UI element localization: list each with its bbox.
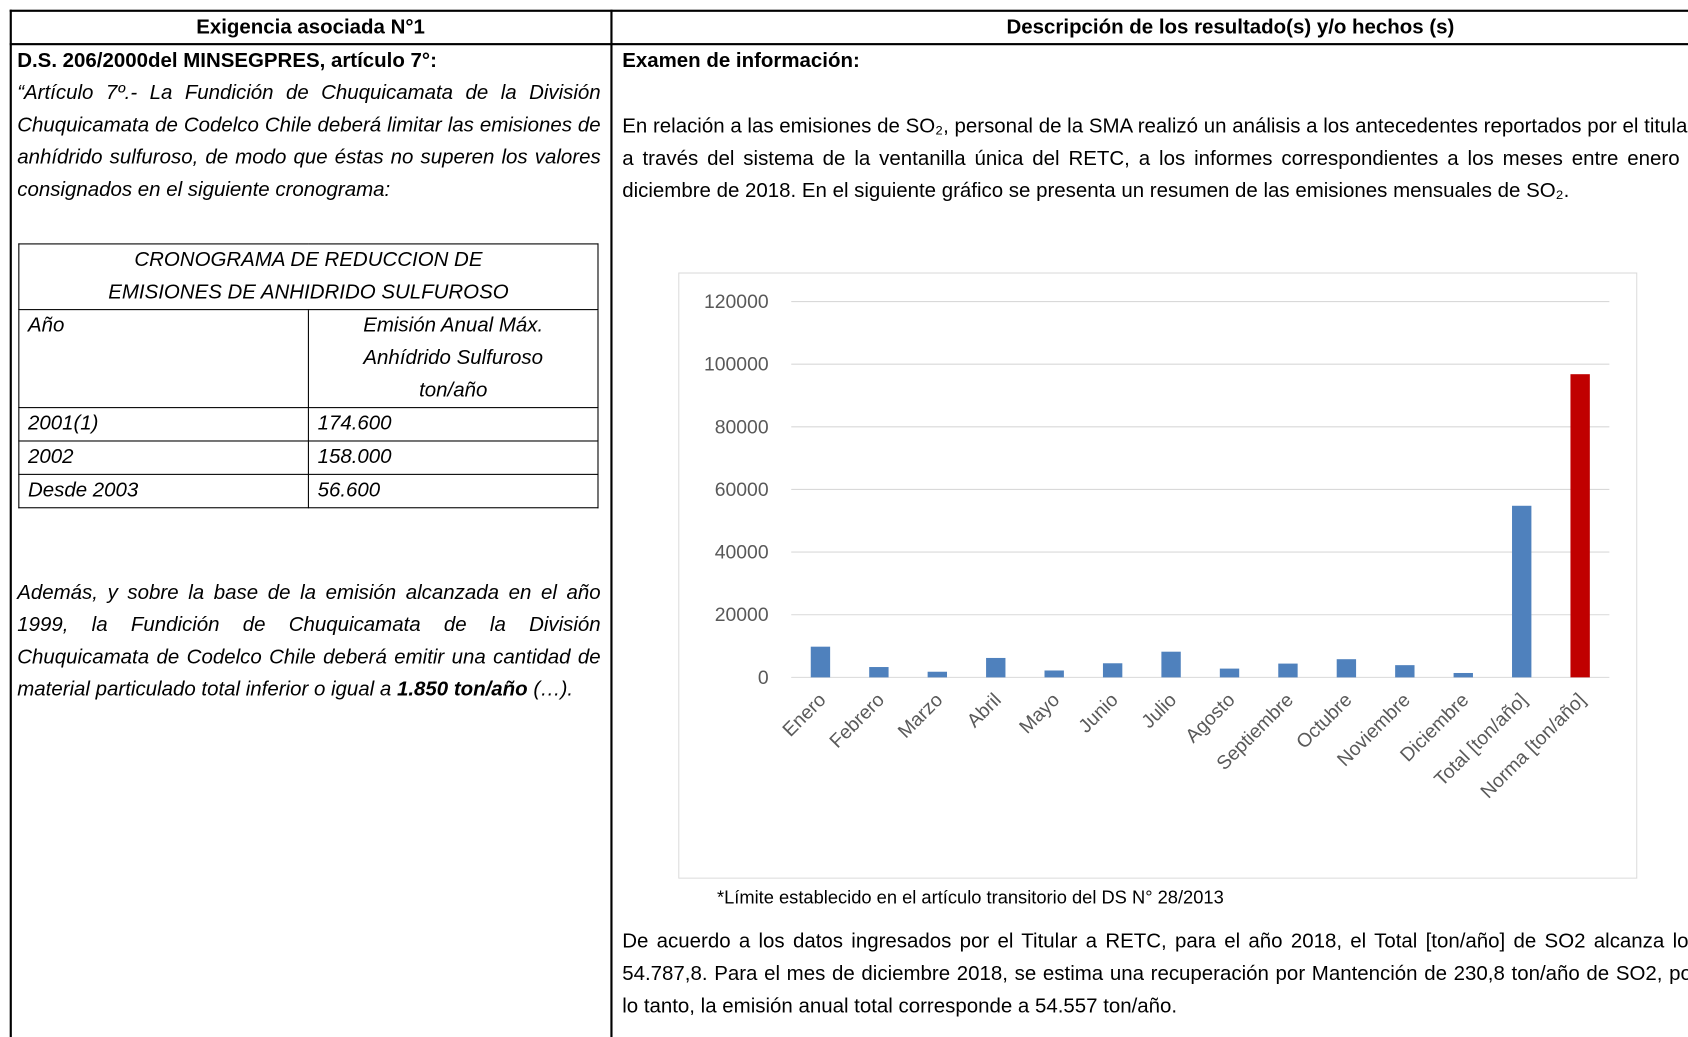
- y-tick-label: 40000: [715, 542, 769, 564]
- heading: D.S. 206/2000del MINSEGPRES, artículo 7°…: [17, 49, 437, 73]
- header-cell: Descripción de los resultado(s) y/o hech…: [1006, 16, 1455, 39]
- cell: 2001(1): [18, 407, 309, 442]
- paragraph: De acuerdo a los datos ingresados por el…: [622, 930, 1688, 1018]
- chart: 020000400006000080000100000120000EneroFe…: [678, 272, 1638, 879]
- y-tick-label: 80000: [715, 416, 769, 438]
- y-tick-label: 20000: [715, 604, 769, 626]
- y-tick-label: 120000: [704, 291, 769, 313]
- chart-frame: [678, 272, 1638, 879]
- bar: [1044, 670, 1064, 678]
- bar: [1102, 663, 1123, 678]
- bar: [1278, 663, 1298, 678]
- bar: [869, 667, 889, 678]
- cell: Año: [18, 309, 309, 409]
- text: (…).: [527, 678, 574, 702]
- bar: [986, 657, 1006, 678]
- bar: [1161, 651, 1181, 678]
- cell: 56.600: [307, 473, 599, 509]
- y-tick-label: 100000: [704, 354, 769, 376]
- bar: [1512, 505, 1532, 678]
- cell: Desde 2003: [18, 473, 309, 509]
- y-tick-label: 0: [758, 667, 769, 689]
- bar: [1453, 672, 1473, 678]
- heading: Examen de información:: [622, 49, 860, 73]
- bar: [927, 671, 948, 678]
- bar: [810, 646, 831, 678]
- bar: [1570, 374, 1590, 678]
- bar: [1336, 659, 1357, 678]
- border: [610, 9, 612, 1037]
- border: [9, 43, 1688, 45]
- bar: [1219, 668, 1240, 678]
- cell: 174.600: [307, 407, 599, 442]
- border: [9, 9, 12, 1037]
- y-tick-label: 60000: [715, 479, 769, 501]
- bold-text: 1.850 ton/año: [396, 678, 528, 702]
- text: Además, y sobre la base de la emisión al…: [17, 581, 601, 702]
- header-cell: Exigencia asociada N°1: [196, 16, 425, 39]
- schedule-table: CRONOGRAMA DE REDUCCION DE EMISIONES DE …: [18, 243, 599, 509]
- border: [9, 9, 1688, 12]
- quote: “Artículo 7º.- La Fundición de Chuquicam…: [17, 81, 601, 202]
- paragraph: En relación a las emisiones de SO₂, pers…: [622, 115, 1688, 203]
- cell: 158.000: [307, 440, 599, 475]
- cell: Emisión Anual Máx. Anhídrido Sulfuroso t…: [307, 309, 599, 409]
- footnote: *Límite establecido en el artículo trans…: [716, 887, 1224, 908]
- note: Además, y sobre la base de la emisión al…: [17, 577, 600, 706]
- cell: 2002: [18, 440, 309, 475]
- bar: [1395, 665, 1415, 678]
- schedule-title: CRONOGRAMA DE REDUCCION DE EMISIONES DE …: [18, 243, 599, 311]
